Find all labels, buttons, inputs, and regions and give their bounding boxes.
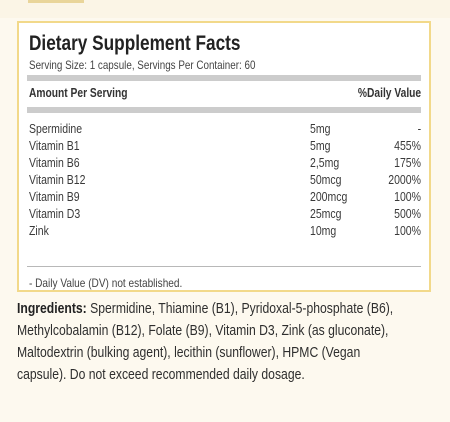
nutrient-daily-value: 2000%	[388, 173, 421, 187]
top-strip	[0, 0, 450, 18]
ingredients-text: Spermidine, Thiamine (B1), Pyridoxal-5-p…	[90, 301, 394, 317]
footnote-divider	[27, 266, 421, 267]
nutrient-amount: 5mg	[310, 139, 331, 153]
daily-value-footnote: - Daily Value (DV) not established.	[29, 276, 183, 290]
nutrient-name: Vitamin B12	[29, 173, 86, 187]
nutrient-row: Vitamin B1 5mg 455%	[29, 138, 421, 155]
daily-value-header: %Daily Value	[357, 86, 421, 100]
ingredients-section: Ingredients: Spermidine, Thiamine (B1), …	[17, 298, 437, 386]
nutrient-name: Zink	[29, 224, 49, 238]
ingredients-line: capsule). Do not exceed recommended dail…	[17, 367, 305, 383]
nutrient-row: Vitamin B12 50mcg 2000%	[29, 172, 421, 189]
nutrient-amount: 2,5mg	[310, 156, 340, 170]
nutrient-daily-value: 100%	[394, 190, 421, 204]
amount-per-serving-header: Amount Per Serving	[29, 86, 128, 100]
nutrient-amount: 25mcg	[310, 207, 342, 221]
nutrient-name: Vitamin D3	[29, 207, 81, 221]
header-thick-rule	[27, 107, 421, 113]
nutrient-name: Vitamin B1	[29, 139, 80, 153]
nutrient-daily-value: 100%	[394, 224, 421, 238]
nutrient-row: Vitamin B9 200mcg 100%	[29, 189, 421, 206]
ingredients-label: Ingredients:	[17, 301, 87, 317]
nutrient-name: Spermidine	[29, 122, 83, 136]
nutrient-amount: 50mcg	[310, 173, 342, 187]
nutrient-row: Zink 10mg 100%	[29, 223, 421, 240]
panel-title: Dietary Supplement Facts	[29, 32, 241, 55]
top-thick-rule	[27, 75, 421, 81]
nutrient-row: Spermidine 5mg -	[29, 121, 421, 138]
serving-info: Serving Size: 1 capsule, Servings Per Co…	[29, 58, 256, 72]
nutrient-daily-value: 455%	[394, 139, 421, 153]
column-header-row: Amount Per Serving %Daily Value	[29, 85, 421, 101]
nutrient-amount: 5mg	[310, 122, 331, 136]
nutrient-daily-value: -	[417, 122, 421, 136]
nutrient-amount: 10mg	[310, 224, 337, 238]
nutrient-name: Vitamin B9	[29, 190, 80, 204]
ingredients-line: Methylcobalamin (B12), Folate (B9), Vita…	[17, 323, 389, 339]
ingredients-line: Maltodextrin (bulking agent), lecithin (…	[17, 345, 361, 361]
supplement-facts-panel: Dietary Supplement Facts Serving Size: 1…	[17, 21, 431, 292]
nutrient-amount: 200mcg	[310, 190, 348, 204]
nutrient-row: Vitamin D3 25mcg 500%	[29, 206, 421, 223]
nutrient-name: Vitamin B6	[29, 156, 80, 170]
top-decoration	[28, 0, 84, 3]
nutrient-daily-value: 175%	[394, 156, 421, 170]
nutrient-daily-value: 500%	[394, 207, 421, 221]
nutrient-row: Vitamin B6 2,5mg 175%	[29, 155, 421, 172]
ingredients-line: Ingredients: Spermidine, Thiamine (B1), …	[17, 298, 393, 320]
nutrient-table: Spermidine 5mg - Vitamin B1 5mg 455% Vit…	[29, 121, 421, 240]
